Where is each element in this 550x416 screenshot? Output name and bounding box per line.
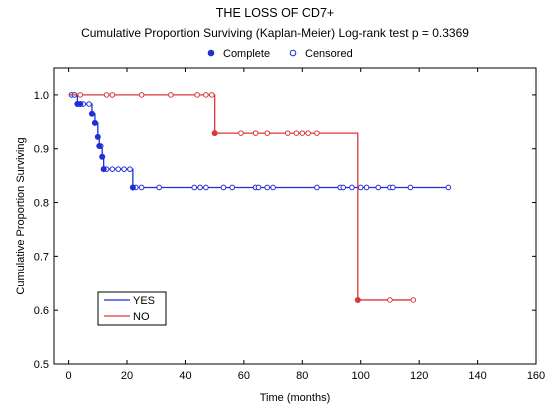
x-axis-label: Time (months): [260, 392, 331, 404]
censored-point-yes: [445, 184, 452, 191]
complete-marker-icon: [207, 49, 215, 57]
censored-point-no: [138, 92, 145, 98]
x-tick-label: 80: [296, 370, 308, 382]
censored-point-yes: [340, 184, 347, 191]
event-point-yes: [100, 166, 107, 173]
censored-point-yes: [375, 184, 382, 191]
x-tick-label: 120: [410, 370, 428, 382]
censored-point-yes: [314, 184, 320, 191]
censored-point-no: [77, 92, 84, 98]
censored-point-yes: [115, 166, 122, 172]
censored-point-no: [299, 130, 306, 136]
censored-point-no: [314, 130, 320, 136]
event-point-yes: [88, 110, 95, 117]
x-tick-label: 100: [352, 370, 370, 382]
censored-point-no: [103, 92, 110, 98]
event-point-yes: [129, 184, 136, 191]
event-point-no: [354, 296, 361, 303]
y-tick-label: 0.8: [34, 198, 49, 210]
censored-point-no: [168, 92, 174, 98]
censored-point-yes: [270, 184, 276, 191]
censored-point-no: [305, 130, 311, 136]
censored-point-yes: [127, 166, 133, 172]
legend-label-yes: YES: [133, 295, 155, 307]
censored-point-yes: [229, 184, 235, 191]
censored-point-yes: [264, 184, 271, 191]
series-layer: [68, 92, 452, 303]
event-point-yes: [94, 133, 101, 140]
censored-point-yes: [191, 184, 198, 191]
censored-point-no: [252, 130, 259, 136]
censored-point-no: [293, 130, 300, 136]
censored-point-yes: [203, 184, 209, 191]
censored-point-no: [203, 92, 209, 98]
y-tick-label: 0.6: [34, 305, 49, 317]
censored-point-no: [284, 130, 291, 136]
x-tick-label: 160: [527, 370, 545, 382]
censored-point-yes: [197, 184, 203, 191]
legend-label-no: NO: [133, 311, 150, 323]
x-tick-label: 20: [121, 370, 133, 382]
y-tick-label: 0.9: [34, 144, 49, 156]
complete-marker-label: Complete: [223, 48, 270, 60]
x-tick-label: 0: [66, 370, 72, 382]
censored-point-yes: [109, 166, 116, 172]
censored-point-yes: [357, 184, 364, 191]
marker-legend: Complete Censored: [207, 48, 353, 60]
censored-point-yes: [156, 184, 162, 191]
censored-point-no: [208, 92, 215, 98]
series-legend: YES NO: [97, 291, 167, 326]
censored-point-yes: [220, 184, 227, 191]
censored-point-yes: [138, 184, 145, 191]
x-tick-label: 60: [238, 370, 250, 382]
censored-marker-label: Censored: [305, 48, 353, 60]
censored-point-yes: [121, 166, 127, 172]
chart-subtitle: Cumulative Proportion Surviving (Kaplan-…: [81, 26, 469, 40]
censored-point-no: [387, 297, 393, 303]
event-point-yes: [77, 101, 84, 108]
y-axis-ticks: 0.5 0.6 0.7 0.8 0.9 1.0: [34, 90, 536, 371]
y-axis-label: Cumulative Proportion Surviving: [15, 137, 27, 294]
censored-point-yes: [255, 184, 262, 191]
y-tick-label: 0.5: [34, 359, 49, 371]
censored-marker-icon: [289, 49, 297, 57]
event-point-yes: [96, 143, 103, 150]
event-point-no: [211, 130, 218, 137]
censored-point-no: [264, 130, 271, 136]
censored-point-no: [238, 130, 244, 136]
censored-point-yes: [407, 184, 414, 191]
event-point-yes: [99, 153, 106, 160]
event-point-yes: [91, 119, 98, 126]
y-tick-label: 0.7: [34, 251, 49, 263]
censored-point-no: [109, 92, 116, 98]
series-legend-box: [97, 291, 167, 326]
censored-point-no: [194, 92, 200, 98]
y-tick-label: 1.0: [34, 90, 49, 102]
censored-point-yes: [349, 184, 355, 191]
chart-title: THE LOSS OF CD7+: [216, 6, 334, 20]
x-tick-label: 40: [179, 370, 191, 382]
censored-point-no: [410, 297, 417, 303]
censored-point-yes: [390, 184, 396, 191]
x-axis-ticks: 0 20 40 60 80 100 120 140 160: [66, 68, 545, 382]
censored-point-yes: [86, 101, 92, 107]
censored-point-yes: [363, 184, 370, 191]
x-tick-label: 140: [468, 370, 486, 382]
